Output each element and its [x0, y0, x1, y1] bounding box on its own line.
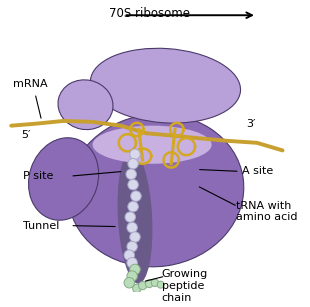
Ellipse shape — [93, 126, 212, 164]
Ellipse shape — [91, 48, 241, 123]
Circle shape — [127, 271, 137, 281]
Circle shape — [157, 281, 164, 288]
Text: 5′: 5′ — [21, 130, 30, 140]
Circle shape — [124, 250, 135, 260]
Circle shape — [125, 212, 135, 222]
Circle shape — [130, 232, 140, 242]
Circle shape — [124, 278, 135, 288]
Circle shape — [126, 169, 136, 180]
Circle shape — [128, 158, 138, 169]
Ellipse shape — [29, 138, 99, 220]
Ellipse shape — [117, 150, 153, 284]
Text: 70S ribosome: 70S ribosome — [109, 7, 190, 20]
Text: A site: A site — [241, 166, 273, 176]
Circle shape — [133, 284, 141, 293]
Circle shape — [127, 222, 137, 233]
Circle shape — [151, 279, 159, 286]
Text: mRNA: mRNA — [13, 79, 48, 89]
Text: Tunnel: Tunnel — [23, 221, 59, 231]
Circle shape — [131, 191, 141, 201]
Circle shape — [127, 258, 137, 268]
Circle shape — [128, 180, 138, 190]
Text: P site: P site — [23, 171, 53, 181]
Ellipse shape — [68, 114, 244, 267]
Circle shape — [139, 282, 147, 290]
Text: 3′: 3′ — [246, 119, 256, 129]
Circle shape — [128, 201, 138, 212]
Text: Growing
peptide
chain: Growing peptide chain — [162, 270, 208, 303]
Circle shape — [127, 241, 137, 252]
Circle shape — [145, 280, 153, 288]
Circle shape — [130, 264, 140, 275]
Circle shape — [130, 149, 140, 159]
Ellipse shape — [58, 80, 113, 130]
Text: tRNA with
amino acid: tRNA with amino acid — [236, 200, 297, 222]
